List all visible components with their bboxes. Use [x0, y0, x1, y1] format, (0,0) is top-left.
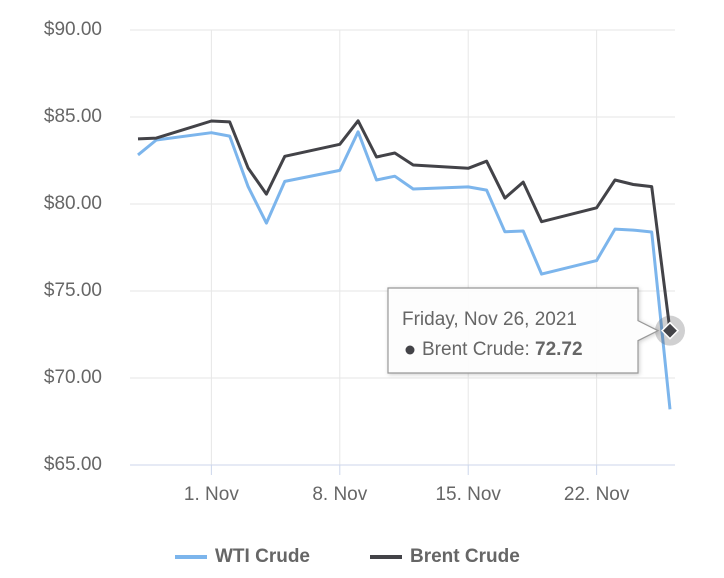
legend-label: Brent Crude — [410, 546, 520, 567]
y-tick-label: $90.00 — [44, 19, 102, 40]
y-tick-label: $80.00 — [44, 193, 102, 214]
tooltip-value: 72.72 — [535, 339, 583, 360]
tooltip-separator: : — [524, 339, 535, 360]
legend-label: WTI Crude — [215, 546, 310, 567]
x-tick-label: 1. Nov — [184, 484, 239, 505]
x-tick-label: 8. Nov — [312, 484, 367, 505]
legend-item[interactable]: WTI Crude — [175, 546, 310, 567]
series-line — [137, 130, 672, 410]
legend-item[interactable]: Brent Crude — [370, 546, 520, 567]
hover-marker — [660, 321, 680, 340]
y-tick-label: $75.00 — [44, 280, 102, 301]
tooltip-bullet — [405, 345, 415, 355]
y-tick-label: $65.00 — [44, 454, 102, 475]
tooltip-header: Friday, Nov 26, 2021 — [402, 309, 577, 330]
y-tick-label: $85.00 — [44, 106, 102, 127]
tooltip-box — [387, 287, 660, 374]
y-tick-label: $70.00 — [44, 367, 102, 388]
tooltip-series-name: Brent Crude — [422, 339, 524, 360]
tooltip-line: Brent Crude: 72.72 — [422, 339, 583, 360]
series-line — [137, 119, 672, 331]
x-tick-label: 15. Nov — [435, 484, 501, 505]
x-tick-label: 22. Nov — [564, 484, 630, 505]
